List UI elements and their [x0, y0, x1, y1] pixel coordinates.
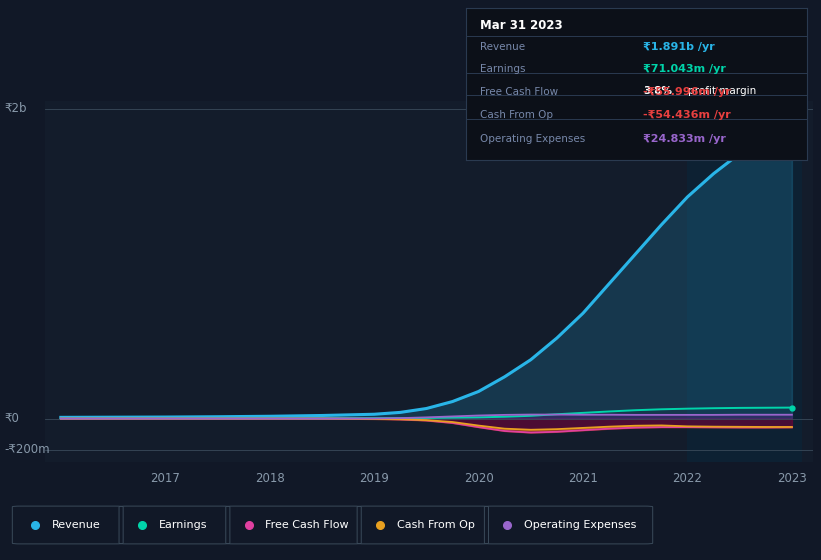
Text: profit margin: profit margin — [688, 86, 756, 96]
Text: ₹71.043m /yr: ₹71.043m /yr — [644, 64, 727, 74]
Text: ₹2b: ₹2b — [4, 102, 26, 115]
Text: Free Cash Flow: Free Cash Flow — [480, 87, 558, 97]
Text: Mar 31 2023: Mar 31 2023 — [480, 19, 562, 32]
Text: Cash From Op: Cash From Op — [480, 110, 553, 120]
Text: Revenue: Revenue — [52, 520, 100, 530]
Text: -₹54.436m /yr: -₹54.436m /yr — [644, 110, 732, 120]
Text: -₹55.996m /yr: -₹55.996m /yr — [644, 87, 732, 97]
Text: Operating Expenses: Operating Expenses — [480, 134, 585, 144]
Text: Free Cash Flow: Free Cash Flow — [265, 520, 349, 530]
Text: ₹1.891b /yr: ₹1.891b /yr — [644, 41, 715, 52]
Bar — [687, 101, 802, 462]
Text: Cash From Op: Cash From Op — [397, 520, 475, 530]
Text: 3.8%: 3.8% — [644, 86, 672, 96]
Text: ₹0: ₹0 — [4, 412, 19, 425]
Text: -₹200m: -₹200m — [4, 443, 50, 456]
Text: Revenue: Revenue — [480, 41, 525, 52]
Text: ₹24.833m /yr: ₹24.833m /yr — [644, 134, 727, 144]
Text: Operating Expenses: Operating Expenses — [524, 520, 636, 530]
Text: Earnings: Earnings — [158, 520, 207, 530]
Text: Earnings: Earnings — [480, 64, 525, 74]
